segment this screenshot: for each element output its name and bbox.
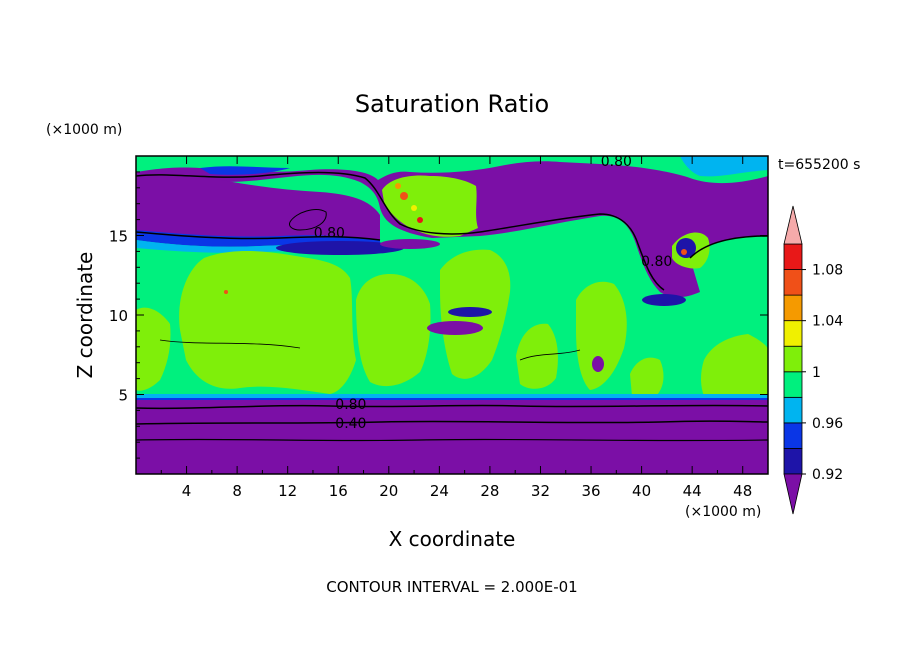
- y-axis: 5 10 15: [109, 171, 768, 459]
- contour-line-small-loop: [289, 209, 327, 231]
- colorbar-swatch: [783, 320, 803, 347]
- y-tick-label: 10: [109, 307, 128, 325]
- region-green-plume-7: [701, 334, 768, 396]
- colorbar-tick-label: 1.04: [812, 314, 843, 330]
- contour-line-top: [136, 171, 665, 291]
- colorbar-swatch: [783, 396, 803, 424]
- region-blue-tongue: [276, 241, 404, 255]
- speck-3: [417, 217, 423, 223]
- region-green-plume-8: [630, 357, 664, 396]
- region-green-plume-5: [576, 281, 627, 390]
- x-unit-label: (×1000 m): [685, 504, 761, 520]
- region-lower-dry: [136, 400, 768, 474]
- contour-line-mid: [159, 339, 581, 361]
- contour-label: 0.80: [314, 225, 345, 241]
- colorbar-swatch: [783, 269, 803, 296]
- x-tick-label: 4: [182, 482, 192, 500]
- contour-line-upper: [136, 231, 381, 241]
- region-blob-2: [448, 307, 492, 317]
- colorbar-tick-label: 1: [812, 365, 821, 381]
- speck-1: [400, 192, 408, 200]
- speck-2: [411, 205, 417, 211]
- speck-6: [224, 290, 228, 294]
- colorbar-max-extend: [783, 205, 803, 245]
- x-tick-label: 44: [683, 482, 702, 500]
- region-green-plume-1: [179, 251, 356, 394]
- speck-4: [395, 183, 401, 189]
- x-axis: 4 8 12 16 20 24 28 32 36 40 44 48: [160, 156, 752, 500]
- x-tick-label: 40: [632, 482, 651, 500]
- x-tick-label: 36: [581, 482, 600, 500]
- y-unit-label: (×1000 m): [46, 122, 122, 138]
- x-tick-label: 48: [733, 482, 752, 500]
- region-blob-4: [592, 356, 604, 372]
- x-tick-label: 16: [329, 482, 348, 500]
- speck-5: [681, 249, 687, 255]
- colorbar-swatch: [783, 422, 803, 449]
- colorbar-swatch: [783, 448, 803, 475]
- y-tick-label: 15: [109, 228, 128, 246]
- region-blob-5: [676, 238, 696, 258]
- colorbar-min-extend: [783, 473, 803, 515]
- x-axis-label: X coordinate: [389, 527, 516, 551]
- contour-line-080-lower: [136, 404, 768, 410]
- contour-label: 0.80: [335, 397, 366, 413]
- contour-label: 0.80: [641, 254, 672, 270]
- footer-text: CONTOUR INTERVAL = 2.000E-01: [326, 578, 577, 596]
- colorbar-tick-label: 0.92: [812, 467, 843, 483]
- region-purple-tongue: [380, 239, 440, 249]
- colorbar-swatch: [783, 345, 803, 373]
- contour-line-060-lower: [136, 420, 768, 425]
- contour-field: 0.80 0.80 0.80 0.80 0.40: [136, 154, 768, 474]
- y-tick-label: 5: [118, 387, 128, 405]
- region-top-left-blue: [200, 166, 290, 175]
- x-tick-label: 12: [278, 482, 297, 500]
- contour-line-right: [689, 235, 768, 259]
- colorbar-tick-label: 0.96: [812, 416, 843, 432]
- colorbar-swatch: [783, 371, 803, 398]
- region-upper-green: [382, 175, 478, 237]
- region-green-plume-2: [356, 274, 431, 387]
- contour-labels: 0.80 0.80 0.80 0.80 0.40: [314, 154, 673, 432]
- x-tick-label: 28: [480, 482, 499, 500]
- region-green-plume-6: [136, 307, 171, 391]
- colorbar-swatch: [783, 294, 803, 322]
- contour-label: 0.80: [601, 154, 632, 170]
- x-tick-label: 32: [531, 482, 550, 500]
- contour-line-040-lower: [136, 438, 768, 442]
- region-top-right-cyan: [680, 156, 768, 177]
- region-green-plume-4: [516, 323, 558, 389]
- colorbar-swatch: [783, 243, 803, 270]
- chart-title: Saturation Ratio: [355, 90, 549, 118]
- region-upper-dry-left: [136, 172, 380, 240]
- region-blob-3: [642, 294, 686, 306]
- region-blob-1: [427, 321, 483, 335]
- x-tick-label: 8: [232, 482, 242, 500]
- colorbar-tick-label: 1.08: [812, 263, 843, 279]
- region-top-cyan: [136, 156, 768, 166]
- time-label: t=655200 s: [778, 157, 860, 173]
- contour-label: 0.40: [335, 416, 366, 432]
- x-tick-label: 24: [430, 482, 449, 500]
- colorbar: 0.92 0.96 1 1.04 1.08: [783, 205, 843, 515]
- y-axis-label: Z coordinate: [73, 252, 97, 379]
- x-tick-label: 20: [379, 482, 398, 500]
